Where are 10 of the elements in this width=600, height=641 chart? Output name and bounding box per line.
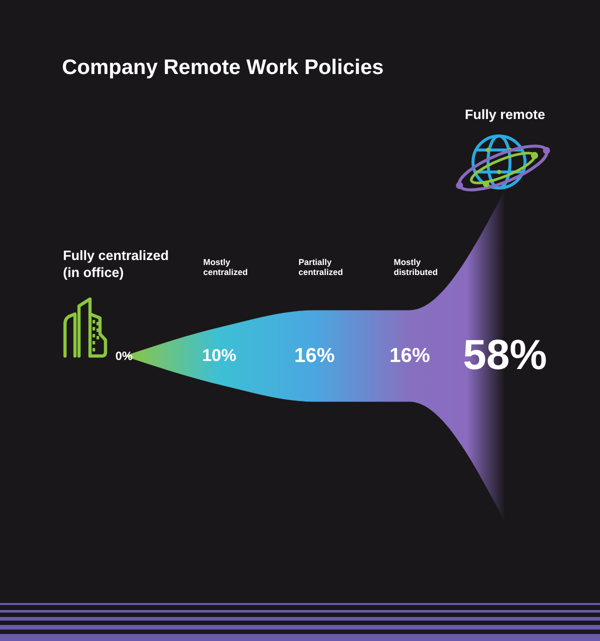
category-label: Fully centralized (in office)	[63, 248, 169, 280]
data-label: 10%	[202, 345, 236, 365]
category-label: Fully remote	[464, 107, 546, 122]
data-label: 16%	[389, 345, 430, 367]
data-label: 0%	[115, 349, 133, 363]
category-label: Mostly centralized	[203, 257, 248, 277]
data-label: 16%	[294, 345, 335, 367]
category-label: Mostly distributed	[394, 257, 438, 277]
category-label: Partially centralized	[298, 257, 343, 277]
text: Company Remote Work Policies	[62, 56, 384, 79]
